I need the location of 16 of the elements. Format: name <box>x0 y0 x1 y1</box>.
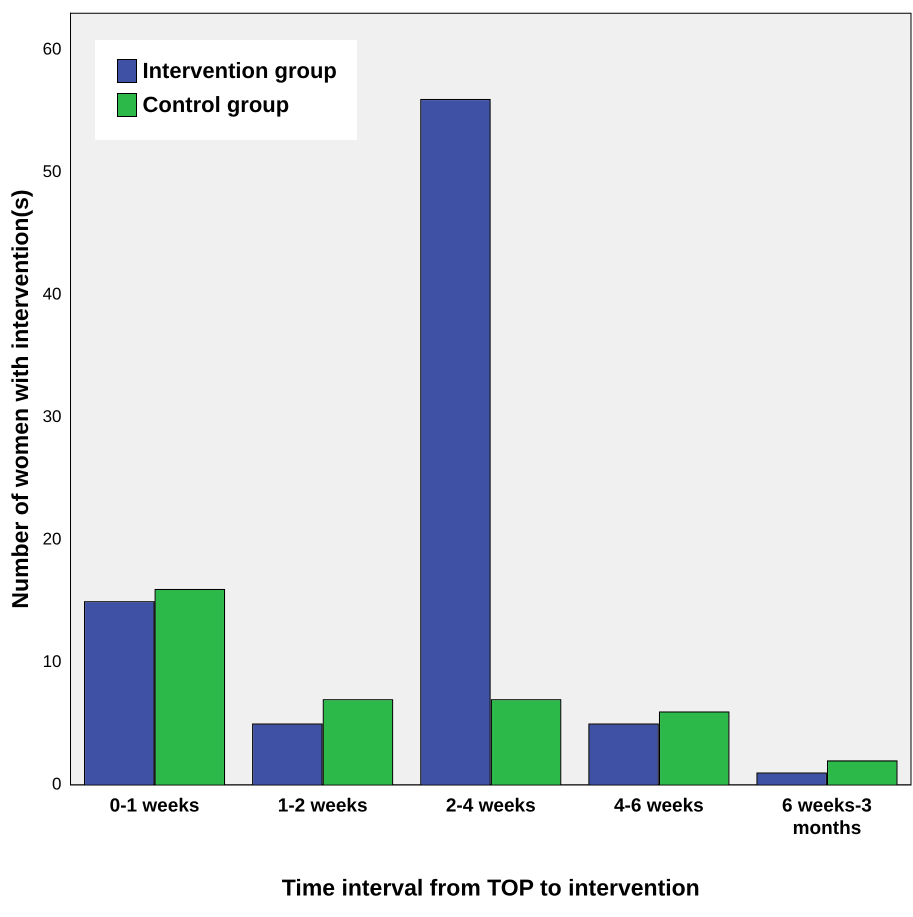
y-axis-title: Number of women with intervention(s) <box>7 189 34 609</box>
y-tick-label: 20 <box>42 530 62 549</box>
x-axis-title: Time interval from TOP to intervention <box>282 874 700 901</box>
x-tick-label: 1-2 weeks <box>278 795 368 816</box>
y-tick-label: 60 <box>42 40 62 59</box>
x-tick-label: 2-4 weeks <box>446 795 536 816</box>
legend-label: Intervention group <box>142 58 337 84</box>
y-tick-label: 10 <box>42 652 62 672</box>
y-tick-label: 40 <box>42 284 62 304</box>
x-tick-label: 4-6 weeks <box>614 795 704 816</box>
legend-label: Control group <box>142 92 290 118</box>
y-tick-label: 50 <box>42 162 62 182</box>
y-tick-label: 0 <box>52 774 62 794</box>
y-tick-label: 30 <box>42 407 62 426</box>
x-tick-label: 0-1 weeks <box>110 795 200 816</box>
x-tick-label: 6 weeks-3 months <box>782 795 872 840</box>
